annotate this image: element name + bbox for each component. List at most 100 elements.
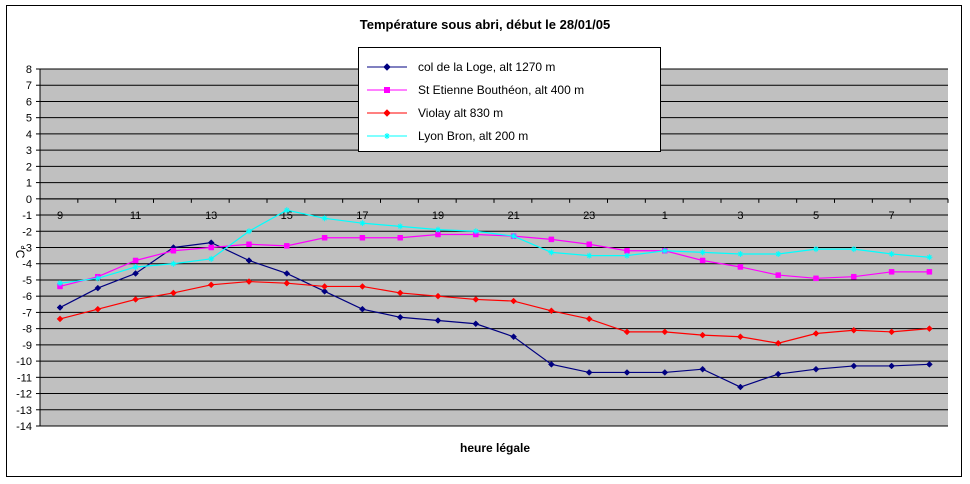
data-point xyxy=(775,250,782,257)
y-tick-label: 6 xyxy=(26,96,32,108)
y-tick-label: 7 xyxy=(26,80,32,92)
legend-marker xyxy=(384,87,390,93)
series-4 xyxy=(57,207,933,287)
data-point xyxy=(926,254,933,261)
data-point xyxy=(585,369,593,376)
y-tick-label: -4 xyxy=(22,259,32,271)
data-point xyxy=(623,328,631,336)
series-line xyxy=(59,242,930,388)
data-point xyxy=(774,370,782,378)
y-tick-label: -1 xyxy=(22,210,32,222)
data-point xyxy=(926,325,933,332)
data-point xyxy=(359,305,366,313)
y-tick-label: -12 xyxy=(16,389,32,401)
data-point xyxy=(246,241,252,248)
data-point xyxy=(321,283,328,290)
x-tick-labels: 9 11 13 15 17 19 21 23 1 3 5 7 xyxy=(57,210,895,222)
legend-swatch xyxy=(367,63,407,71)
y-tick-label: -3 xyxy=(22,243,32,255)
legend-label: col de la Loge, alt 1270 m xyxy=(418,60,556,74)
data-point xyxy=(850,326,858,334)
series-2 xyxy=(57,231,933,290)
data-point xyxy=(283,279,291,287)
data-point xyxy=(472,228,479,235)
data-point xyxy=(699,249,706,256)
x-tick-label: 11 xyxy=(130,210,141,222)
data-point xyxy=(586,241,592,248)
data-point xyxy=(699,331,706,339)
data-point xyxy=(245,257,253,264)
x-tick-label: 7 xyxy=(889,210,895,222)
data-point xyxy=(926,269,933,275)
y-tick-label: -8 xyxy=(22,324,32,336)
data-point xyxy=(472,296,480,303)
data-point xyxy=(321,215,328,222)
y-tick-label: -5 xyxy=(22,275,32,287)
data-point xyxy=(850,362,858,370)
data-point xyxy=(510,233,517,240)
data-point xyxy=(661,369,669,376)
data-point xyxy=(132,263,139,270)
data-point xyxy=(585,315,593,323)
data-point xyxy=(623,369,631,376)
data-point xyxy=(737,264,744,270)
data-point xyxy=(888,269,895,275)
legend-marker xyxy=(383,63,391,71)
x-tick-label: 3 xyxy=(737,210,743,222)
data-point xyxy=(283,270,291,277)
data-point xyxy=(434,317,442,324)
y-tick-label: 8 xyxy=(26,64,32,76)
data-point xyxy=(208,244,214,251)
data-point xyxy=(132,270,139,277)
data-point xyxy=(94,305,102,313)
data-point xyxy=(435,231,441,238)
data-point xyxy=(851,273,857,280)
series-line xyxy=(59,209,930,284)
data-point xyxy=(321,287,328,295)
legend-swatch xyxy=(367,109,407,117)
y-tick-label: -13 xyxy=(16,405,32,417)
data-point xyxy=(813,246,819,253)
data-point xyxy=(926,360,933,368)
data-point xyxy=(397,223,404,230)
data-point xyxy=(661,247,668,254)
data-point xyxy=(94,284,102,292)
data-point xyxy=(812,365,820,373)
x-axis-label: heure légale xyxy=(459,441,531,455)
legend-item: Violay alt 830 m xyxy=(359,103,659,123)
data-point xyxy=(359,283,366,290)
x-tick-label: 1 xyxy=(662,210,668,222)
legend-label: Violay alt 830 m xyxy=(418,106,504,120)
legend-marker xyxy=(384,133,390,139)
data-point xyxy=(94,275,101,282)
y-tick-label: -14 xyxy=(16,421,32,433)
y-tick-label: -11 xyxy=(17,372,32,384)
data-point xyxy=(434,292,442,300)
data-point xyxy=(624,252,630,259)
data-point xyxy=(170,247,177,254)
data-point xyxy=(170,289,177,297)
y-tick-label: -7 xyxy=(22,307,32,319)
data-point xyxy=(548,307,555,315)
data-point xyxy=(624,247,630,254)
data-point xyxy=(359,220,366,227)
data-point xyxy=(245,278,253,285)
legend-label: St Etienne Bouthéon, alt 400 m xyxy=(418,83,585,97)
data-point xyxy=(510,297,517,305)
y-tick-labels: 8 7 6 5 4 3 2 1 0 -1 -2 -3 -4 -5 -6 -7 -8 -9 -10 -11 -12 -13 -… xyxy=(16,64,32,433)
y-tick-label: 4 xyxy=(26,129,32,141)
data-point xyxy=(774,339,782,347)
x-tick-label: 23 xyxy=(583,210,595,222)
data-point xyxy=(813,275,819,282)
x-tick-label: 13 xyxy=(205,210,217,222)
data-point xyxy=(284,243,290,249)
data-point xyxy=(775,272,781,278)
legend-label: Lyon Bron, alt 200 m xyxy=(418,129,529,143)
data-point xyxy=(132,296,139,303)
data-point xyxy=(283,207,290,214)
x-tick-label: 15 xyxy=(281,210,293,222)
data-point xyxy=(737,383,744,391)
legend-marker xyxy=(383,109,391,117)
data-point xyxy=(737,333,744,341)
data-point xyxy=(359,235,366,241)
